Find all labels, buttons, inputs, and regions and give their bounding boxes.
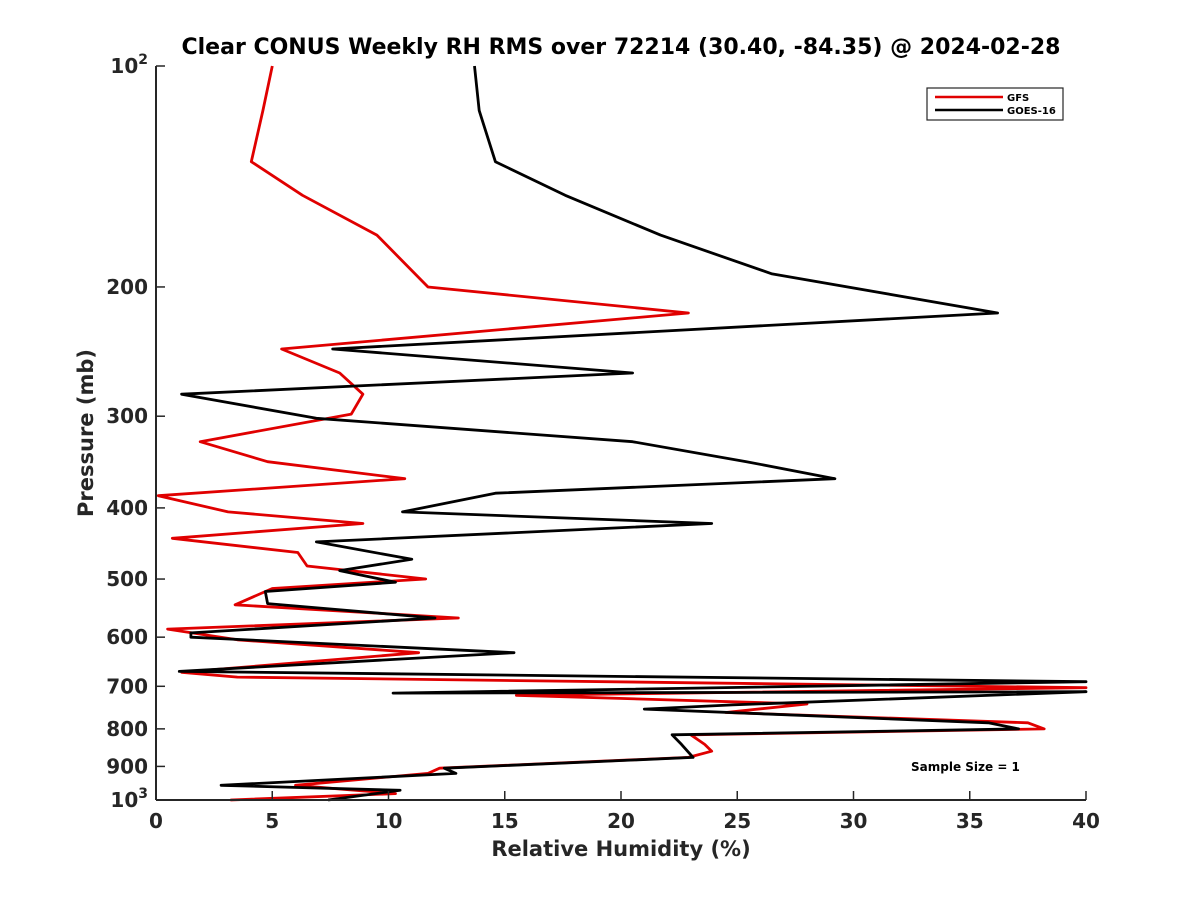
x-tick-label: 10 — [375, 809, 403, 833]
legend-label-gfs: GFS — [1007, 93, 1029, 104]
legend-box — [926, 87, 1064, 121]
y-tick-label: 300 — [106, 404, 148, 428]
x-tick-label: 15 — [491, 809, 519, 833]
y-tick-label: 200 — [106, 275, 148, 299]
y-tick-label: 500 — [106, 567, 148, 591]
legend-label-goes16: GOES-16 — [1007, 106, 1056, 117]
series-layer — [156, 65, 1088, 802]
y-tick-label: 400 — [106, 496, 148, 520]
series-line-gfs — [156, 65, 1088, 802]
y-axis-label: Pressure (mb) — [74, 349, 98, 517]
x-tick-label: 40 — [1072, 809, 1100, 833]
x-tick-label: 30 — [840, 809, 868, 833]
legend: GFS GOES-16 — [926, 87, 1064, 121]
y-tick-label: 600 — [106, 625, 148, 649]
chart-title: Clear CONUS Weekly RH RMS over 72214 (30… — [182, 35, 1061, 60]
y-ticks: 102 200 300 400 500 600 700 800 900 103 — [106, 52, 165, 812]
sample-size-annotation: Sample Size = 1 — [911, 760, 1020, 774]
x-tick-label: 5 — [265, 809, 279, 833]
y-tick-label: 103 — [110, 786, 148, 812]
series-line-goes-16 — [177, 65, 1088, 802]
x-tick-label: 0 — [149, 809, 163, 833]
x-axis-label: Relative Humidity (%) — [491, 837, 750, 861]
y-tick-label: 700 — [106, 674, 148, 698]
x-ticks: 0 5 10 15 20 25 30 35 40 — [149, 791, 1100, 833]
y-tick-label: 900 — [106, 754, 148, 778]
x-tick-label: 35 — [956, 809, 984, 833]
y-tick-label: 102 — [110, 52, 148, 78]
x-tick-label: 25 — [723, 809, 751, 833]
y-tick-label: 800 — [106, 717, 148, 741]
x-tick-label: 20 — [607, 809, 635, 833]
